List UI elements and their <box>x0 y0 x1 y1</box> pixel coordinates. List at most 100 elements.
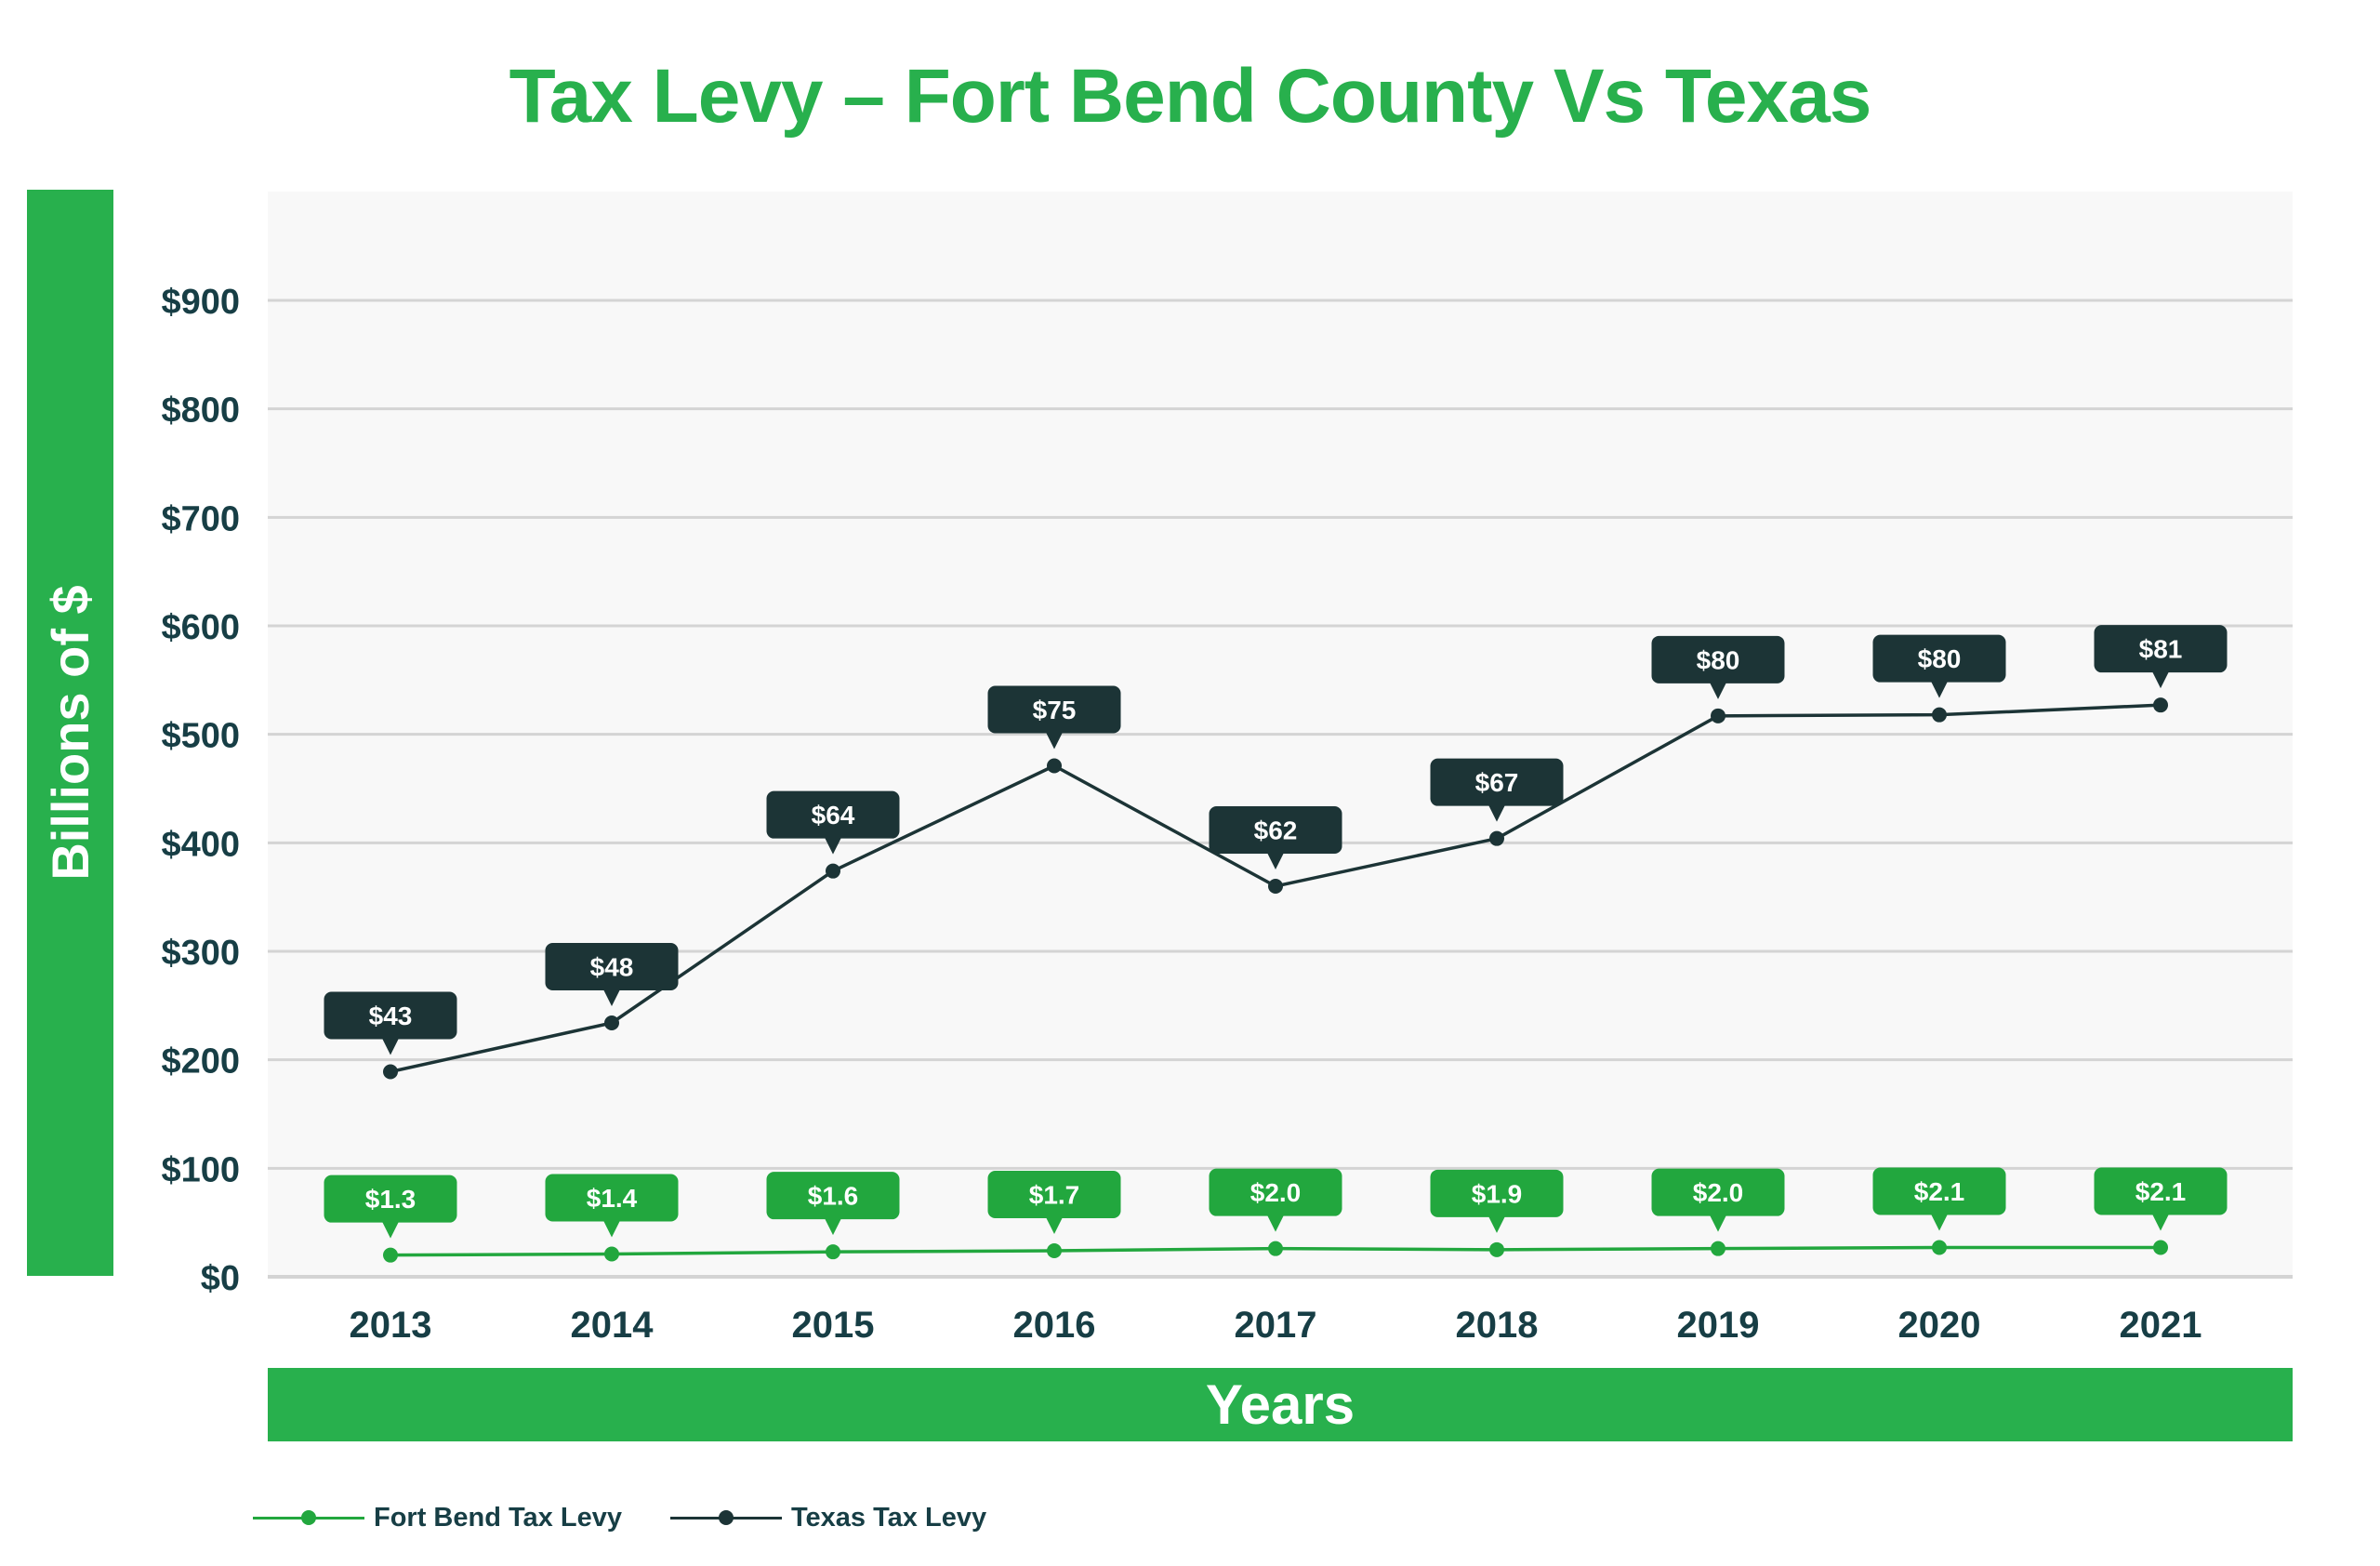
data-label-box <box>545 1174 679 1222</box>
data-point <box>2153 1240 2168 1255</box>
data-label-text: $62 <box>1254 816 1298 845</box>
y-tick-label: $200 <box>161 1042 240 1082</box>
data-point <box>1047 758 1062 774</box>
data-label: $80 <box>1872 634 2006 698</box>
data-label-box <box>766 790 900 839</box>
data-label-pointer <box>1710 1214 1726 1232</box>
data-label: $43 <box>324 991 457 1055</box>
data-label-text: $1.9 <box>1472 1179 1523 1208</box>
y-tick-label: $500 <box>161 717 240 756</box>
legend-item-texas[interactable]: Texas Tax Levy <box>669 1502 987 1533</box>
data-label-text: $64 <box>812 801 855 829</box>
data-label: $64 <box>766 790 900 855</box>
data-point <box>604 1246 619 1262</box>
x-axis-title: Years <box>1205 1374 1355 1436</box>
series <box>383 697 2168 1263</box>
data-label-text: $67 <box>1475 768 1519 797</box>
data-label-pointer <box>1931 681 1948 698</box>
y-tick-label: $800 <box>161 392 240 431</box>
data-point <box>383 1247 398 1263</box>
data-point <box>383 1064 398 1080</box>
data-label: $2.1 <box>2094 1167 2228 1231</box>
data-point <box>1489 1241 1504 1257</box>
legend-line-marker-icon <box>253 1508 364 1527</box>
series-texas <box>383 697 2168 1080</box>
y-tick-label: $700 <box>161 499 240 538</box>
legend-line-marker-icon <box>669 1508 782 1527</box>
data-label-box <box>1651 1168 1785 1216</box>
y-tick-label: $0 <box>201 1259 240 1298</box>
data-label-text: $75 <box>1033 696 1077 724</box>
x-tick-label: 2015 <box>792 1305 875 1346</box>
data-point <box>826 863 840 879</box>
data-label-box <box>324 991 457 1040</box>
data-point <box>1489 830 1504 846</box>
data-label: $1.6 <box>766 1172 900 1236</box>
legend-item-fort-bend[interactable]: Fort Bend Tax Levy <box>253 1503 622 1533</box>
x-axis-title-bar: Years <box>268 1368 2293 1441</box>
data-label-text: $2.0 <box>1250 1178 1302 1207</box>
data-label-pointer <box>382 1221 399 1239</box>
y-tick-label: $900 <box>161 283 240 322</box>
data-label-text: $80 <box>1697 645 1740 674</box>
legend-label: Texas Tax Levy <box>790 1502 987 1533</box>
x-tick-label: 2013 <box>350 1305 432 1346</box>
data-label: $1.9 <box>1430 1169 1564 1233</box>
data-label: $80 <box>1651 635 1785 699</box>
data-label-pointer <box>1710 682 1726 699</box>
x-tick-label: 2019 <box>1677 1305 1760 1346</box>
data-label-text: $80 <box>1918 644 1962 673</box>
data-point <box>1268 1241 1283 1256</box>
data-label: $67 <box>1430 758 1564 822</box>
data-label: $2.0 <box>1209 1168 1342 1232</box>
x-tick-label: 2021 <box>2120 1305 2202 1346</box>
x-tick-label: 2017 <box>1235 1305 1317 1346</box>
data-label-text: $1.7 <box>1029 1181 1080 1210</box>
data-label: $48 <box>545 943 679 1006</box>
data-label: $1.7 <box>987 1171 1121 1234</box>
data-point <box>2153 697 2168 713</box>
data-label: $81 <box>2094 625 2228 689</box>
data-point <box>1932 707 1947 723</box>
data-label-text: $2.0 <box>1693 1178 1744 1207</box>
data-label-pointer <box>603 1220 620 1238</box>
y-axis-ticks: $0 $100 $200 $300 $400 $500 $600 $700 $800 $900 <box>161 283 240 1298</box>
data-label-box <box>1872 634 2006 683</box>
data-label-text: $1.6 <box>808 1182 859 1211</box>
legend-label: Fort Bend Tax Levy <box>374 1502 622 1533</box>
data-label-box <box>2094 625 2228 673</box>
data-label-box <box>987 1171 1121 1218</box>
data-point <box>1047 1243 1062 1258</box>
data-label: $2.1 <box>1872 1167 2006 1231</box>
data-label-text: $43 <box>369 1002 413 1030</box>
data-label-pointer <box>1488 804 1505 822</box>
data-label-box <box>1209 806 1342 854</box>
data-label-text: $48 <box>590 953 634 982</box>
x-tick-label: 2020 <box>1898 1305 1981 1346</box>
data-label-pointer <box>2152 1214 2169 1231</box>
x-axis-ticks: 2013 2014 2015 2016 2017 2018 2019 2020 2021 <box>350 1305 2202 1346</box>
data-label-box <box>1209 1168 1342 1216</box>
data-label: $62 <box>1209 806 1342 869</box>
data-label: $1.4 <box>545 1174 679 1238</box>
data-label-text: $2.1 <box>2135 1177 2187 1206</box>
data-labels: $1.3 $1.4 $1.6 $1.7 $2.0 $1.9 $2.0 $2.1 $2.1 $43 $… <box>324 625 2228 1239</box>
data-label-pointer <box>1267 853 1284 869</box>
data-label-box <box>987 685 1121 734</box>
data-label-text: $81 <box>2139 635 2183 664</box>
data-label-pointer <box>1267 1214 1284 1232</box>
data-label: $1.3 <box>324 1174 457 1239</box>
data-label-box <box>545 943 679 990</box>
data-label-box <box>2094 1167 2228 1215</box>
data-label-box <box>1872 1167 2006 1215</box>
y-tick-label: $100 <box>161 1150 240 1189</box>
data-label-box <box>324 1174 457 1223</box>
data-label: $2.0 <box>1651 1168 1785 1232</box>
data-point <box>1932 1240 1947 1255</box>
data-label-text: $1.3 <box>365 1185 416 1214</box>
data-label-pointer <box>382 1038 399 1055</box>
y-axis-title-bar: Billions of $ <box>27 190 113 1276</box>
data-label-box <box>1430 758 1564 806</box>
legend: Fort Bend Tax Levy Texas Tax Levy <box>253 1497 986 1538</box>
